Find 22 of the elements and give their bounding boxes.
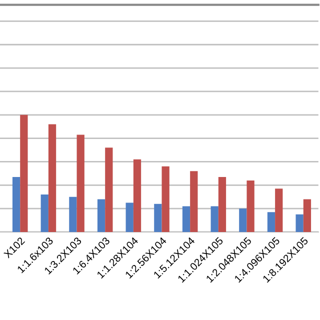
bar (162, 166, 170, 232)
bar (267, 212, 276, 232)
bar (218, 176, 226, 232)
bar (40, 194, 48, 232)
bar (275, 188, 283, 232)
bar (210, 206, 218, 232)
bar (76, 134, 84, 232)
bar (133, 159, 142, 232)
bar (69, 196, 77, 232)
bar (182, 206, 190, 232)
bar (126, 202, 134, 232)
bar (239, 208, 247, 232)
bar (190, 171, 198, 232)
bar (246, 180, 254, 232)
bar (20, 114, 28, 232)
bar (303, 199, 312, 232)
bar (154, 204, 162, 232)
bar (105, 148, 113, 232)
bar (296, 214, 304, 232)
bar (48, 124, 56, 232)
bar (97, 199, 106, 232)
bar (12, 176, 20, 232)
